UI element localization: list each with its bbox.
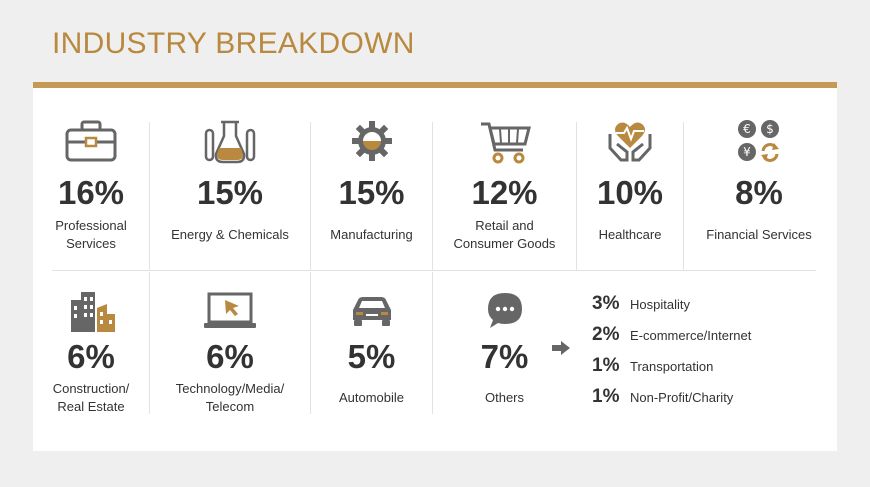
others-item-label: E-commerce/Internet xyxy=(630,328,752,343)
title-rule xyxy=(33,82,837,88)
industry-retail-consumer-goods: 12% Retail and Consumer Goods xyxy=(433,112,576,272)
industry-label: Energy & Chemicals xyxy=(171,227,289,242)
page-title: INDUSTRY BREAKDOWN xyxy=(52,27,415,60)
percentage: 5% xyxy=(347,338,396,375)
heart-hands-icon xyxy=(608,122,652,162)
divider xyxy=(310,272,311,414)
percentage: 10% xyxy=(596,174,664,211)
others-item-pct: 3% xyxy=(592,293,620,314)
gear-icon xyxy=(351,121,392,161)
divider xyxy=(432,122,433,270)
others-item: 2% E-commerce/Internet xyxy=(592,324,751,346)
percentage: 15% xyxy=(338,174,405,211)
industry-label: Technology/Media/ Telecom xyxy=(175,381,285,414)
svg-text:€: € xyxy=(743,122,751,136)
industry-automobile: 5% Automobile xyxy=(311,280,432,420)
arrow-right-icon xyxy=(552,341,570,355)
percentage: 8% xyxy=(735,174,783,211)
industry-label: Retail and Consumer Goods xyxy=(453,218,556,251)
divider xyxy=(576,122,577,270)
others-item: 3% Hospitality xyxy=(592,293,690,315)
others-item: 1% Transportation xyxy=(592,355,713,377)
percentage: 15% xyxy=(196,174,264,211)
percentage: 6% xyxy=(67,338,115,375)
divider xyxy=(432,272,433,414)
breakdown-panel xyxy=(33,88,837,451)
currency-icon: € $ ¥ xyxy=(738,120,779,162)
industry-energy-chemicals: 15% Energy & Chemicals xyxy=(150,112,310,272)
industry-professional-services: 16% Professional Services xyxy=(33,112,149,272)
briefcase-icon xyxy=(65,120,117,162)
divider xyxy=(149,272,150,414)
divider xyxy=(683,122,684,270)
percentage: 16% xyxy=(57,174,125,211)
svg-text:$: $ xyxy=(766,122,774,136)
percentage: 12% xyxy=(471,174,538,211)
buildings-icon xyxy=(71,292,115,332)
industry-label: Automobile xyxy=(338,390,405,405)
industry-construction-real-estate: 6% Construction/ Real Estate xyxy=(33,280,149,420)
divider xyxy=(52,270,816,271)
percentage: 7% xyxy=(480,338,529,375)
chat-bubble-icon xyxy=(487,293,522,328)
industry-financial-services: € $ ¥ 8% Financial Services xyxy=(684,112,834,272)
lab-flask-icon xyxy=(204,120,256,164)
industry-manufacturing: 15% Manufacturing xyxy=(311,112,432,272)
others-item-pct: 1% xyxy=(592,386,620,407)
others-item-label: Hospitality xyxy=(630,297,690,312)
others-item-label: Transportation xyxy=(630,359,714,374)
percentage: 6% xyxy=(206,338,254,375)
others-item-label: Non-Profit/Charity xyxy=(630,390,734,405)
laptop-icon xyxy=(204,292,256,328)
industry-label: Manufacturing xyxy=(330,227,413,242)
divider xyxy=(310,122,311,270)
svg-text:¥: ¥ xyxy=(743,145,751,159)
others-item-pct: 2% xyxy=(592,324,620,345)
industry-label: Healthcare xyxy=(598,227,662,242)
industry-label: Financial Services xyxy=(706,227,812,242)
industry-healthcare: 10% Healthcare xyxy=(577,112,683,272)
industry-technology-media-telecom: 6% Technology/Media/ Telecom xyxy=(150,280,310,420)
industry-others: 7% Others xyxy=(433,280,576,420)
industry-label: Others xyxy=(484,390,524,405)
shopping-cart-icon xyxy=(480,122,531,164)
industry-label: Construction/ Real Estate xyxy=(52,381,130,414)
car-icon xyxy=(352,297,391,326)
divider xyxy=(149,122,150,270)
others-item-pct: 1% xyxy=(592,355,620,376)
others-item: 1% Non-Profit/Charity xyxy=(592,386,733,408)
industry-label: Professional Services xyxy=(55,218,127,251)
